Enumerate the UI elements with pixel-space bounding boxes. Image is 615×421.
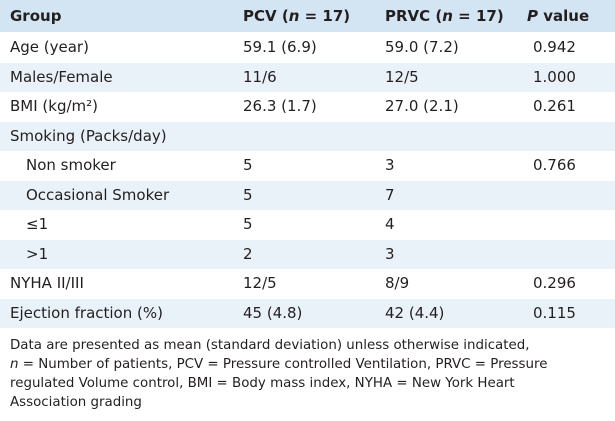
cell-prvc: 12/5 (385, 67, 419, 86)
row-label: Age (year) (10, 38, 89, 56)
cell-p-value: 0.261 (533, 97, 576, 115)
footnote-line-2-text: = Number of patients, PCV = Pressure con… (18, 357, 548, 372)
cell-pcv: 45 (4.8) (243, 303, 303, 322)
table-row: NYHA II/III 12/5 8/9 0.296 (0, 269, 615, 298)
cell-p-value: 0.766 (533, 156, 576, 174)
cell-prvc: 8/9 (385, 274, 410, 292)
table-row: Ejection fraction (%) 45 (4.8) 42 (4.4) 0.1… (0, 298, 615, 328)
table-row: ≤1 5 4 (0, 210, 615, 239)
footnote-line-2: n = Number of patients, PCV = Pressure c… (10, 355, 610, 374)
table-row: Age (year) 59.1 (6.9) 59.0 (7.2) 0.942 (0, 33, 615, 62)
cell-prvc: 42 (4.4) (385, 303, 445, 322)
row-label: Males/Female (10, 67, 113, 86)
table-header: Group PCV (n = 17) PRVC (n = 17) P value (0, 0, 615, 32)
row-label: Smoking (Packs/day) (10, 126, 167, 145)
cell-pcv: 5 (243, 185, 253, 204)
table-row: Non smoker 5 3 0.766 (0, 151, 615, 180)
cell-prvc: 27.0 (2.1) (385, 97, 459, 115)
footnote-n-letter: n (10, 357, 19, 372)
cell-pcv: 59.1 (6.9) (243, 38, 317, 56)
header-pcv: PCV (n = 17) (243, 7, 350, 25)
table-row: >1 2 3 (0, 239, 615, 269)
cell-prvc: 3 (385, 244, 395, 263)
row-label: NYHA II/III (10, 274, 84, 292)
header-pcv-n: (n = 17) (281, 7, 351, 25)
cell-pcv: 2 (243, 244, 253, 263)
row-label: BMI (kg/m²) (10, 97, 99, 115)
header-prvc-label: PRVC (385, 7, 431, 25)
row-label: Ejection fraction (%) (10, 303, 163, 322)
cell-prvc: 4 (385, 215, 395, 233)
cell-p-value: 0.296 (533, 274, 576, 292)
row-label: Non smoker (26, 156, 116, 174)
header-pcv-label: PCV (243, 7, 277, 25)
cell-prvc: 59.0 (7.2) (385, 38, 459, 56)
table-row: BMI (kg/m²) 26.3 (1.7) 27.0 (2.1) 0.261 (0, 92, 615, 121)
table-footnote: Data are presented as mean (standard dev… (10, 336, 610, 412)
footnote-line-3: regulated Volume control, BMI = Body mas… (10, 376, 515, 391)
footnote-line-1: Data are presented as mean (standard dev… (10, 338, 530, 353)
cell-pcv: 11/6 (243, 67, 277, 86)
cell-p-value: 0.942 (533, 38, 576, 56)
header-p-value: P value (527, 7, 590, 25)
header-prvc: PRVC (n = 17) (385, 7, 504, 25)
header-prvc-n: (n = 17) (435, 7, 504, 25)
row-label: Occasional Smoker (26, 185, 170, 204)
cell-p-value: 0.115 (533, 303, 576, 322)
cell-p-value: 1.000 (533, 67, 576, 86)
footnote-line-4: Association grading (10, 395, 142, 410)
cell-pcv: 26.3 (1.7) (243, 97, 317, 115)
cell-pcv: 5 (243, 156, 253, 174)
header-group: Group (10, 7, 62, 25)
row-label: >1 (26, 244, 49, 263)
table-row: Occasional Smoker 5 7 (0, 180, 615, 210)
cell-prvc: 3 (385, 156, 395, 174)
cell-prvc: 7 (385, 185, 395, 204)
table-row: Smoking (Packs/day) (0, 121, 615, 151)
cell-pcv: 12/5 (243, 274, 277, 292)
cell-pcv: 5 (243, 215, 253, 233)
row-label: ≤1 (26, 215, 49, 233)
table-row: Males/Female 11/6 12/5 1.000 (0, 62, 615, 92)
